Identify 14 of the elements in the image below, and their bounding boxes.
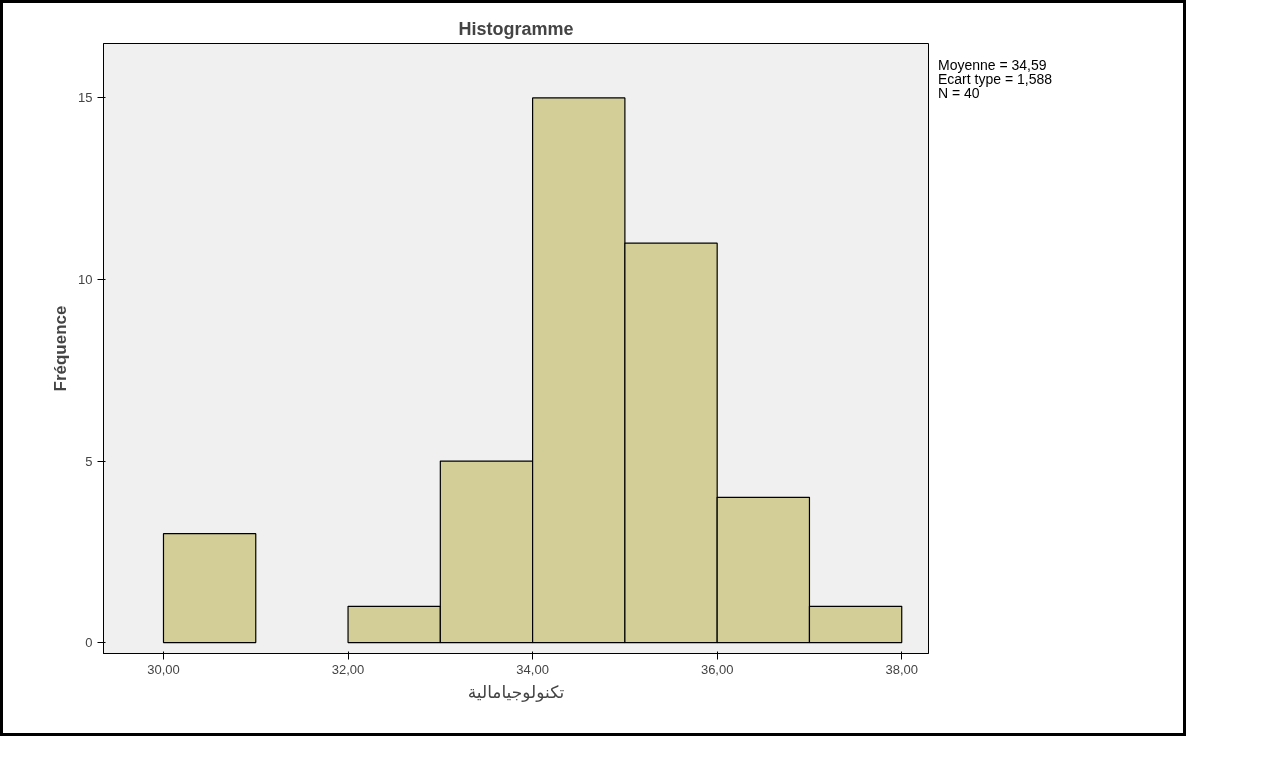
y-tick-label: 10 bbox=[78, 272, 93, 288]
chart-title: Histogramme bbox=[458, 18, 574, 39]
text: Moyenne = 34,59 bbox=[938, 57, 1047, 73]
x-tick-label: 38,00 bbox=[885, 661, 919, 677]
y-axis-title: Fréquence bbox=[51, 305, 71, 392]
y-tick-label: 0 bbox=[85, 635, 93, 651]
text: N = 40 bbox=[938, 85, 980, 101]
x-tick-label: 32,00 bbox=[331, 661, 365, 677]
y-tick-label: 15 bbox=[78, 90, 93, 106]
x-tick-label: 36,00 bbox=[700, 661, 734, 677]
x-tick-label: 30,00 bbox=[147, 661, 180, 677]
x-axis-title: تكنولوجيامالية bbox=[467, 681, 565, 702]
x-tick-label: 34,00 bbox=[516, 661, 549, 677]
y-tick-label: 5 bbox=[85, 453, 93, 469]
